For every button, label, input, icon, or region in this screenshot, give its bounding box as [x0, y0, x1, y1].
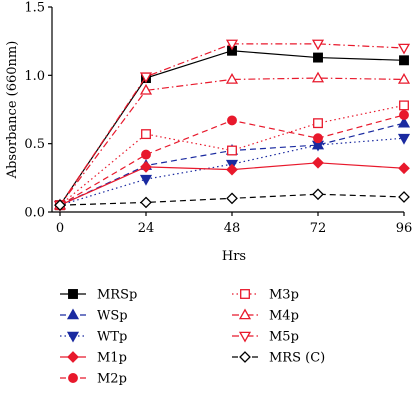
legend-item: M3p	[232, 288, 299, 303]
x-axis-label: Hrs	[222, 249, 246, 264]
series-layer	[53, 39, 411, 212]
legend-item: MRSp	[60, 288, 137, 303]
legend: MRSp WSp WTp M1p M2p M3p M4p M5p MRS (C)	[60, 288, 325, 387]
data-point	[399, 110, 409, 120]
legend-label: M3p	[269, 288, 299, 303]
legend-label: MRS (C)	[269, 351, 325, 366]
legend-marker	[238, 331, 252, 343]
data-point	[397, 116, 411, 128]
axes: 0.0 0.5 1.0 1.5 0 24 48 72 96 Hrs Absorbance (660n…	[5, 1, 412, 265]
y-tick-label: 0.5	[24, 137, 45, 152]
legend-marker	[67, 351, 79, 363]
data-point	[311, 71, 325, 83]
data-point	[312, 156, 324, 169]
legend-item: M2p	[60, 372, 127, 387]
data-point	[141, 129, 151, 140]
legend-label: M4p	[269, 309, 299, 324]
data-point	[226, 192, 238, 205]
data-point	[227, 115, 237, 126]
series-line	[59, 137, 405, 206]
data-point	[313, 118, 323, 129]
legend-label: MRSp	[97, 288, 137, 303]
legend-item: M5p	[232, 330, 299, 345]
data-point	[141, 149, 151, 160]
data-point	[311, 39, 325, 51]
y-tick-label: 1.0	[24, 69, 45, 84]
legend-label: M5p	[269, 330, 299, 345]
data-point	[399, 55, 409, 66]
x-tick-label: 96	[396, 221, 413, 236]
series-m5p	[53, 39, 411, 212]
y-tick-label: 1.5	[24, 1, 45, 16]
legend-label: WSp	[97, 309, 128, 324]
data-point	[312, 188, 324, 201]
y-tick-label: 0.0	[24, 206, 45, 221]
x-tick-label: 48	[224, 221, 241, 236]
data-point	[226, 163, 238, 176]
series-mrs-c-	[54, 188, 410, 212]
series-line	[59, 77, 405, 206]
data-point	[227, 145, 237, 156]
legend-marker	[238, 308, 252, 320]
x-tick-label: 24	[138, 221, 155, 236]
data-point	[225, 39, 239, 51]
data-point	[399, 100, 409, 111]
data-point	[397, 72, 411, 84]
data-point	[398, 162, 410, 175]
data-point	[139, 174, 153, 186]
data-point	[397, 43, 411, 55]
legend-marker	[68, 373, 78, 383]
legend-marker	[66, 331, 80, 343]
legend-label: WTp	[97, 330, 127, 345]
data-point	[139, 83, 153, 95]
data-point	[398, 191, 410, 203]
legend-label: M2p	[97, 372, 127, 387]
legend-marker	[239, 351, 251, 363]
legend-marker	[68, 289, 78, 299]
data-point	[139, 72, 153, 84]
data-point	[54, 199, 66, 212]
x-tick-label: 0	[56, 221, 64, 236]
series-m4p	[53, 71, 411, 210]
data-point	[313, 52, 323, 63]
legend-item: WSp	[60, 309, 128, 324]
y-axis-label: Absorbance (660nm)	[5, 41, 20, 180]
legend-item: M1p	[60, 351, 127, 366]
legend-item: M4p	[232, 309, 299, 324]
legend-marker	[66, 308, 80, 320]
legend-item: MRS (C)	[232, 351, 325, 366]
legend-item: WTp	[60, 330, 127, 345]
legend-label: M1p	[97, 351, 127, 366]
data-point	[397, 133, 411, 145]
data-point	[313, 133, 323, 144]
series-mrsp	[55, 45, 409, 211]
data-point	[225, 72, 239, 84]
data-point	[140, 196, 152, 209]
x-tick-label: 72	[310, 221, 327, 236]
legend-marker	[240, 289, 250, 299]
data-point	[140, 161, 152, 173]
